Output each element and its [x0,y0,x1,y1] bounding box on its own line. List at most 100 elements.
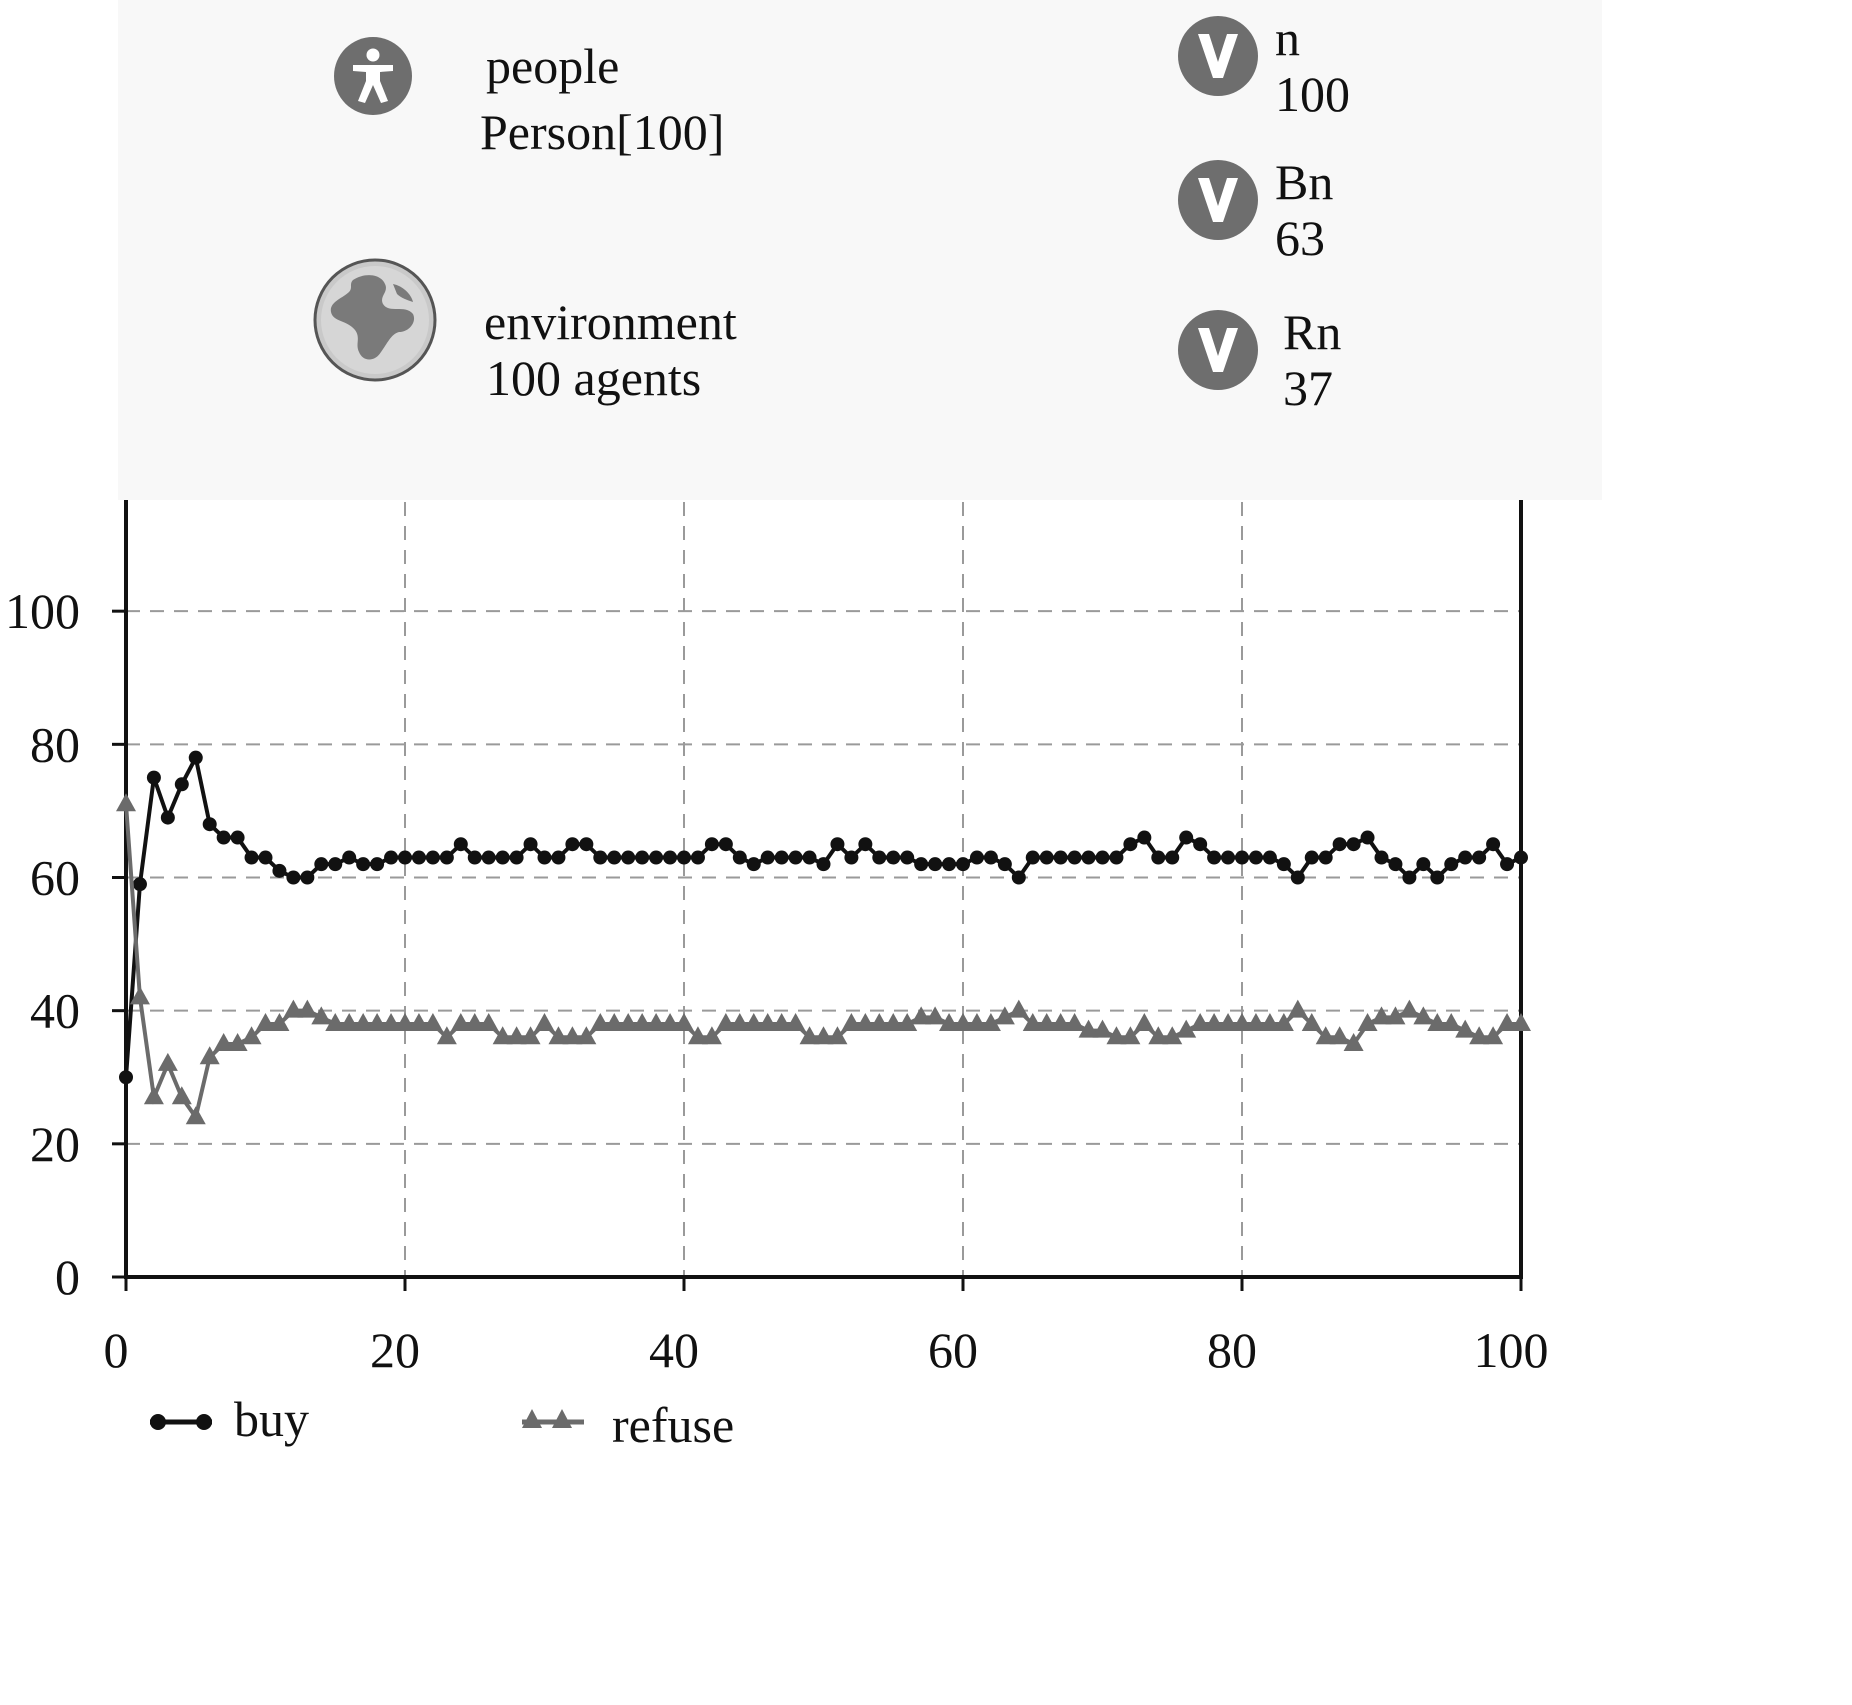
variable-v-icon[interactable] [1176,14,1260,98]
refuse-point [199,1046,220,1065]
refuse-point [325,1012,346,1031]
buy-point [830,837,845,852]
buy-point [1430,870,1445,885]
variable-name: n [1275,10,1300,66]
refuse-point [1455,1019,1476,1038]
refuse-point [953,1012,973,1031]
buy-point [300,870,315,885]
buy-point [272,863,287,878]
refuse-point [966,1012,987,1031]
variable-v-icon[interactable] [1176,308,1260,392]
refuse-point [1385,1006,1406,1025]
buy-point [146,770,161,785]
refuse-point [687,1026,708,1045]
refuse-point [297,999,318,1018]
refuse-point [1245,1012,1266,1031]
refuse-point [1092,1019,1113,1038]
buy-point [509,850,524,865]
refuse-point [213,1032,234,1051]
buy-point [1207,850,1222,865]
refuse-point [646,1012,667,1031]
x-tick-label: 40 [649,1322,699,1378]
buy-point [216,830,231,845]
refuse-point [129,986,150,1005]
refuse-point [1078,1019,1099,1038]
legend-marker [522,1409,542,1428]
refuse-point [1148,1026,1169,1045]
buy-point [1374,850,1389,865]
refuse-point [1441,1012,1462,1031]
refuse-point [883,1012,904,1031]
buy-point [1402,870,1417,885]
x-tick-label: 100 [1474,1322,1549,1378]
refuse-point [1022,1012,1043,1031]
buy-point [1486,837,1501,852]
buy-point [439,850,454,865]
refuse-point [255,1012,276,1031]
buy-point [286,870,301,885]
refuse-point [799,1026,820,1045]
buy-point [481,850,496,865]
refuse-point [897,1012,918,1031]
buy-point [1248,850,1263,865]
y-tick-label: 0 [55,1249,80,1305]
refuse-point [743,1012,764,1031]
buy-point [928,857,943,872]
buy-point [384,850,399,865]
buy-point [760,850,775,865]
refuse-point [576,1026,597,1045]
refuse-point [1483,1026,1504,1045]
buy-point [1011,870,1026,885]
buy-point [523,837,538,852]
buy-point [690,850,705,865]
buy-point [467,850,482,865]
buy-point [788,850,803,865]
refuse-point [827,1026,848,1045]
environment-agent-count: 100 agents [486,350,702,406]
buy-point [188,750,203,765]
people-agent-type: Person[100] [480,104,725,160]
buy-point [1458,850,1473,865]
refuse-point [632,1012,653,1031]
refuse-point [590,1012,611,1031]
refuse-point [311,1006,332,1025]
refuse-point [869,1012,890,1031]
person-icon[interactable] [332,35,414,117]
refuse-point [1287,999,1308,1018]
refuse-point [841,1012,862,1031]
refuse-point [1329,1026,1350,1045]
buy-point [119,1070,133,1085]
refuse-point [1204,1012,1225,1031]
refuse-point [436,1026,457,1045]
refuse-point [520,1026,541,1045]
refuse-point [1036,1012,1057,1031]
y-tick-label: 20 [30,1116,80,1172]
variable-v-icon[interactable] [1176,158,1260,242]
variable-value: 63 [1275,210,1325,266]
buy-point [342,850,357,865]
buy-point [1235,850,1249,865]
globe-icon[interactable] [313,258,437,382]
refuse-point [855,1012,876,1031]
buy-point [425,850,440,865]
x-tick-label: 60 [928,1322,978,1378]
plot-area [126,500,1521,1277]
refuse-point [1315,1026,1336,1045]
buy-point [1444,857,1459,872]
buy-point [1179,830,1194,845]
y-tick-label: 120 [5,500,80,506]
refuse-point [227,1032,248,1051]
x-tick-label: 0 [104,1322,129,1378]
buy-point [607,850,622,865]
buy-point [969,850,984,865]
buy-point [356,857,371,872]
environment-agent-name: environment [484,294,737,350]
refuse-point [450,1012,471,1031]
refuse-point [604,1012,625,1031]
buy-point [677,850,691,865]
refuse-point [925,1006,946,1025]
x-tick-label: 20 [370,1322,420,1378]
legend-marker [196,1414,212,1430]
refuse-point [241,1026,262,1045]
buy-point [1109,850,1124,865]
